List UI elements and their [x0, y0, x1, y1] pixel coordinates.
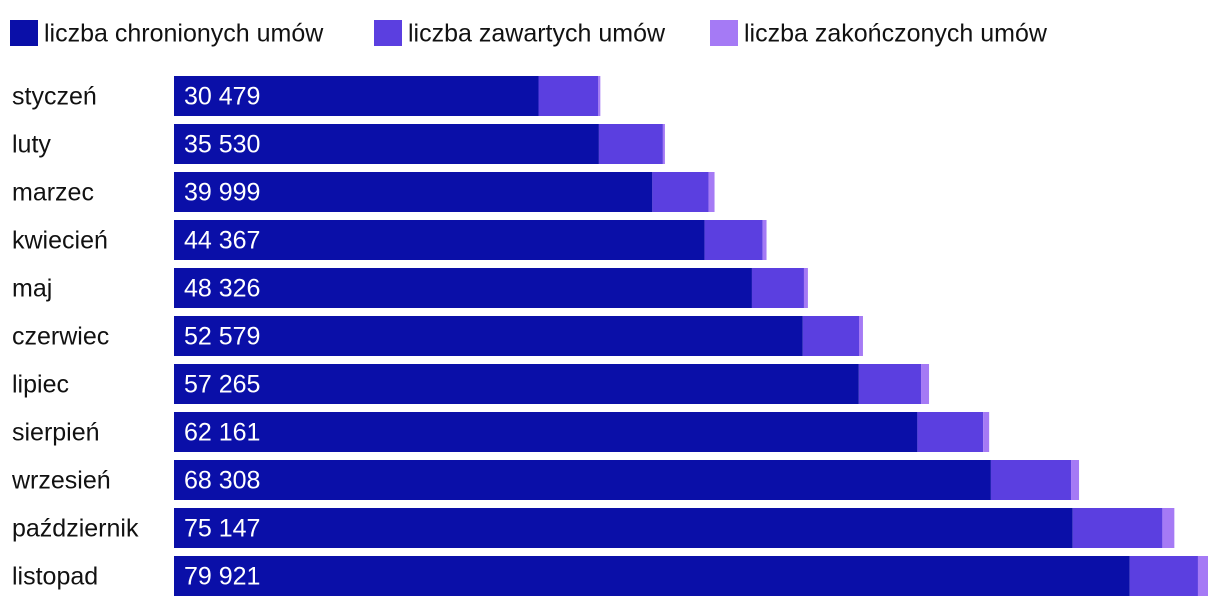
bar-segment	[598, 76, 601, 116]
data-label: 57 265	[184, 371, 260, 399]
legend-swatch	[10, 20, 38, 46]
y-tick-label: luty	[12, 131, 51, 159]
legend-swatch	[710, 20, 738, 46]
y-tick-label: czerwiec	[12, 323, 109, 351]
bar-segment	[598, 124, 663, 164]
data-label: 44 367	[184, 227, 260, 255]
bar-segment	[538, 76, 599, 116]
bar-segment	[917, 412, 984, 452]
bar-segment	[652, 172, 709, 212]
y-tick-label: październik	[12, 515, 139, 543]
y-tick-label: wrzesień	[11, 467, 111, 495]
bar-segment	[1162, 508, 1175, 548]
y-tick-label: marzec	[12, 179, 94, 207]
bar-segment	[174, 124, 599, 164]
bar-segment	[990, 460, 1072, 500]
legend-label: liczba zakończonych umów	[744, 20, 1048, 48]
y-tick-label: lipiec	[12, 371, 69, 399]
y-tick-label: kwiecień	[12, 227, 108, 255]
bar-segment	[859, 316, 863, 356]
bar-segment	[174, 364, 859, 404]
data-label: 35 530	[184, 131, 260, 159]
bar-segment	[704, 220, 763, 260]
bar-segment	[174, 508, 1073, 548]
bar-segment	[983, 412, 990, 452]
legend-swatch	[374, 20, 402, 46]
legend-label: liczba chronionych umów	[44, 20, 324, 48]
y-tick-label: maj	[12, 275, 52, 303]
bar-segment	[803, 268, 808, 308]
y-tick-label: listopad	[12, 563, 98, 591]
bar-segment	[751, 268, 804, 308]
data-label: 52 579	[184, 323, 260, 351]
bar-segment	[1072, 508, 1163, 548]
data-label: 48 326	[184, 275, 260, 303]
bar-segment	[762, 220, 767, 260]
data-label: 75 147	[184, 515, 260, 543]
bar-segment	[174, 172, 653, 212]
bar-segment	[921, 364, 930, 404]
bar-segment	[174, 556, 1130, 596]
bar-segment	[1129, 556, 1198, 596]
data-label: 79 921	[184, 563, 260, 591]
bar-segment	[802, 316, 860, 356]
data-label: 39 999	[184, 179, 260, 207]
bar-segment	[662, 124, 665, 164]
data-label: 62 161	[184, 419, 260, 447]
y-tick-label: styczeń	[12, 83, 97, 111]
data-label: 30 479	[184, 83, 260, 111]
bar-segment	[858, 364, 922, 404]
bar-segment	[174, 316, 803, 356]
bar-segment	[708, 172, 715, 212]
bar-segment	[174, 76, 539, 116]
y-tick-label: sierpień	[12, 419, 100, 447]
legend-label: liczba zawartych umów	[408, 20, 666, 48]
data-label: 68 308	[184, 467, 260, 495]
bar-segment	[174, 412, 918, 452]
bar-segment	[174, 268, 752, 308]
bar-segment	[1197, 556, 1208, 596]
bar-segment	[1071, 460, 1080, 500]
bar-segment	[174, 460, 991, 500]
bar-segment	[174, 220, 705, 260]
